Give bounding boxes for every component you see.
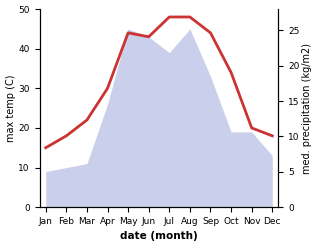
X-axis label: date (month): date (month) — [120, 231, 198, 242]
Y-axis label: max temp (C): max temp (C) — [5, 74, 16, 142]
Y-axis label: med. precipitation (kg/m2): med. precipitation (kg/m2) — [302, 43, 313, 174]
